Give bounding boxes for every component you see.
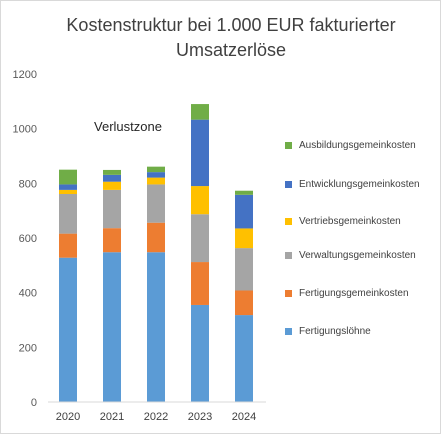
bar-segment-2022-2 [147, 184, 165, 223]
legend-label: Ausbildungsgemeinkosten [299, 140, 416, 151]
bar-segment-2023-3 [191, 186, 209, 215]
chart-title-line-2: Umsatzerlöse [175, 40, 287, 60]
legend-swatch [285, 142, 292, 149]
chart-title-line-1: Kostenstruktur bei 1.000 EUR fakturierte… [66, 15, 396, 35]
bar-segment-2021-1 [103, 228, 121, 253]
bar-segment-2022-4 [147, 172, 165, 178]
bar-segment-2024-2 [235, 248, 253, 291]
bar-segment-2021-5 [103, 169, 121, 175]
legend-swatch [285, 218, 292, 225]
bar-segment-2024-5 [235, 190, 253, 195]
x-tick-label: 2022 [144, 411, 168, 423]
bar-segment-2024-1 [235, 290, 253, 316]
bar-segment-2022-1 [147, 222, 165, 253]
bar-segment-2020-5 [59, 169, 77, 185]
bar-segment-2023-5 [191, 104, 209, 120]
bar-segment-2021-4 [103, 174, 121, 182]
bar-segment-2024-0 [235, 315, 253, 402]
bar-segment-2021-2 [103, 189, 121, 229]
legend-label: Fertigungslöhne [299, 326, 371, 337]
y-tick-label: 1000 [13, 124, 37, 136]
y-tick-label: 200 [19, 342, 37, 354]
legend-label: Entwicklungsgemeinkosten [299, 179, 420, 190]
bar-segment-2020-4 [59, 184, 77, 190]
bar-segment-2022-0 [147, 252, 165, 402]
legend-swatch [285, 252, 292, 259]
bar-segment-2024-4 [235, 194, 253, 229]
bar-segment-2021-0 [103, 252, 121, 402]
legend-swatch [285, 181, 292, 188]
y-tick-label: 800 [19, 178, 37, 190]
bar-segment-2023-1 [191, 262, 209, 305]
y-tick-label: 600 [19, 233, 37, 245]
bar-segment-2020-1 [59, 233, 77, 258]
x-tick-label: 2021 [100, 411, 124, 423]
y-tick-label: 0 [31, 397, 37, 409]
bar-segment-2022-5 [147, 166, 165, 173]
bar-segment-2020-2 [59, 193, 77, 234]
legend-swatch [285, 290, 292, 297]
chart-title: Kostenstruktur bei 1.000 EUR fakturierte… [21, 13, 440, 63]
legend-label: Fertigungsgemeinkosten [299, 288, 409, 299]
legend-label: Verwaltungsgemeinkosten [299, 250, 416, 261]
bar-segment-2023-0 [191, 304, 209, 402]
bar-segment-2020-0 [59, 257, 77, 402]
x-tick-label: 2023 [188, 411, 212, 423]
bar-segment-2020-3 [59, 189, 77, 194]
x-tick-label: 2020 [56, 411, 80, 423]
x-tick-label: 2024 [232, 411, 256, 423]
y-tick-label: 400 [19, 288, 37, 300]
bar-segment-2023-4 [191, 119, 209, 187]
legend-swatch [285, 328, 292, 335]
y-tick-label: 1200 [13, 69, 37, 81]
bar-segment-2023-2 [191, 214, 209, 263]
bar-segment-2021-3 [103, 181, 121, 190]
bar-segment-2022-3 [147, 177, 165, 185]
bar-segment-2024-3 [235, 228, 253, 249]
legend-label: Vertriebsgemeinkosten [299, 216, 401, 227]
verlustzone-annotation: Verlustzone [94, 119, 162, 134]
